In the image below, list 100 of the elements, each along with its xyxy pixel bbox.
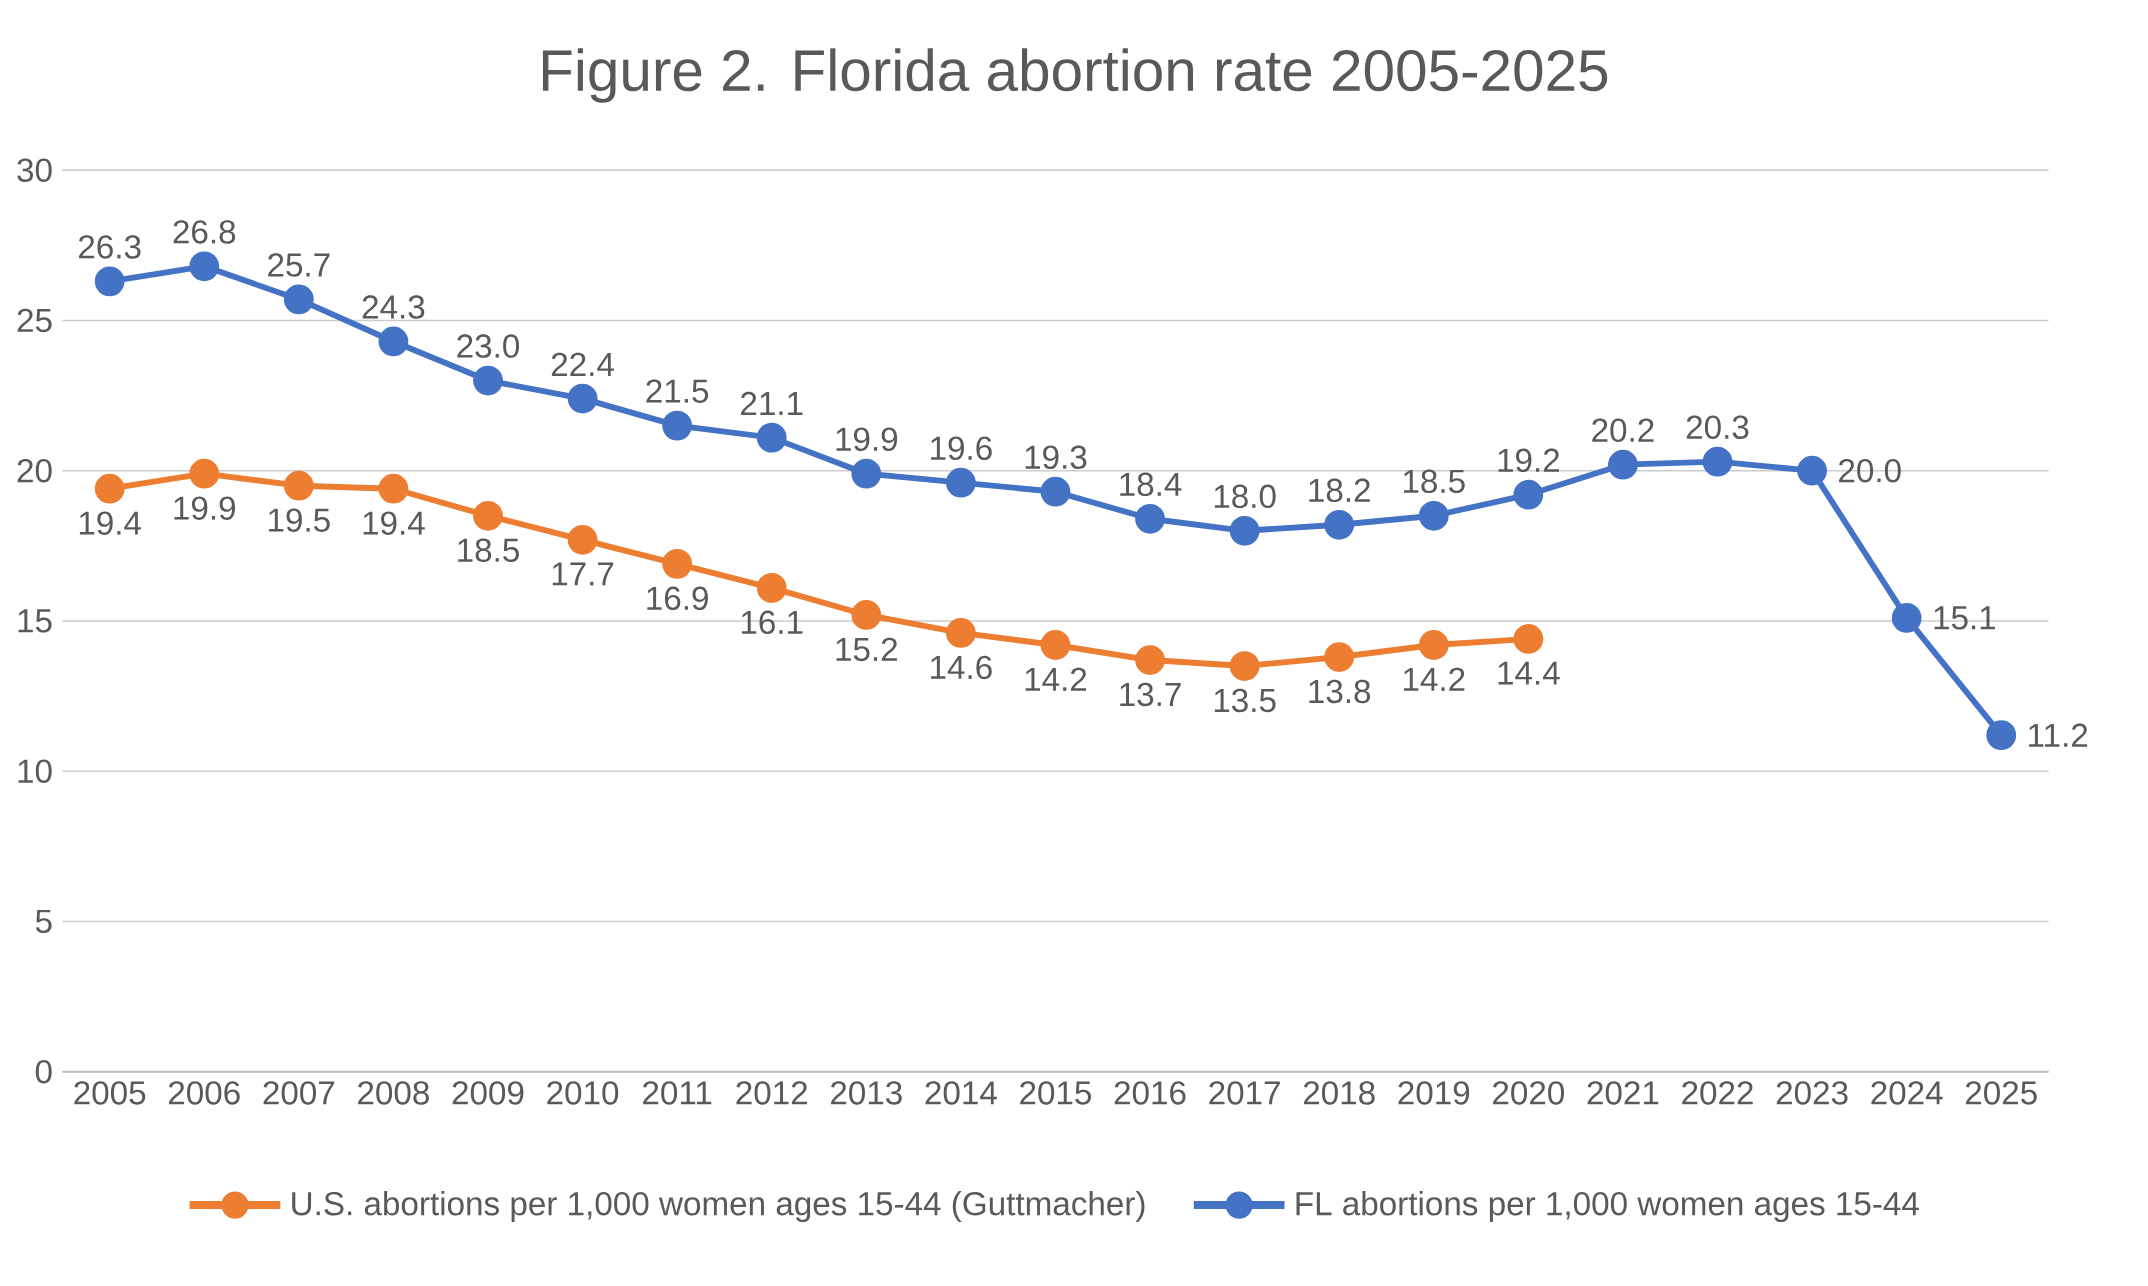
point <box>1324 510 1355 540</box>
data-label: 19.9 <box>174 496 236 521</box>
point <box>283 470 314 501</box>
data-label: 19.2 <box>1498 448 1559 473</box>
point <box>851 458 882 489</box>
point <box>945 618 976 648</box>
data-label: 19.5 <box>269 508 330 533</box>
y-tick-label: 10 <box>18 759 52 784</box>
data-label: 14.2 <box>1025 667 1087 691</box>
data-label: 11.2 <box>2029 723 2088 747</box>
x-tick-label: 2009 <box>452 1081 524 1105</box>
point <box>94 266 125 297</box>
point <box>1702 446 1733 477</box>
x-tick-label: 2011 <box>643 1081 712 1105</box>
data-label: 20.3 <box>1686 415 1749 440</box>
point <box>662 410 693 441</box>
x-tick-label: 2016 <box>1114 1081 1186 1105</box>
x-tick-label: 2025 <box>1965 1081 2037 1105</box>
point <box>945 467 976 498</box>
point <box>567 525 598 555</box>
y-tick-label: 0 <box>35 1060 52 1084</box>
x-tick-label: 2024 <box>1871 1081 1943 1105</box>
legend-label: U.S. abortions per 1,000 women ages 15-44 (Guttmacher) <box>292 1191 1145 1223</box>
point <box>378 326 409 357</box>
data-label: 25.7 <box>268 253 330 277</box>
point <box>473 500 503 531</box>
data-label: 15.1 <box>1934 606 1996 630</box>
x-tick-label: 2014 <box>925 1081 997 1105</box>
data-label: 26.8 <box>173 220 236 244</box>
x-tick-label: 2023 <box>1776 1081 1848 1105</box>
point <box>189 251 220 282</box>
data-label: 20.0 <box>1839 459 1901 483</box>
point <box>1040 630 1071 660</box>
point <box>1418 630 1449 660</box>
point <box>1513 479 1544 510</box>
data-label: 18.2 <box>1309 478 1370 503</box>
x-tick-label: 2020 <box>1493 1081 1564 1105</box>
point <box>473 365 503 396</box>
point <box>567 383 598 414</box>
point <box>662 549 693 579</box>
data-label: 23.0 <box>457 334 520 358</box>
point <box>1135 645 1165 676</box>
data-label: 24.3 <box>362 295 425 319</box>
point <box>1513 624 1544 654</box>
point <box>1418 500 1449 531</box>
y-tick-label: 30 <box>17 158 52 183</box>
data-label: 14.4 <box>1498 661 1560 685</box>
point <box>1986 720 2017 751</box>
data-label: 20.2 <box>1592 418 1654 443</box>
x-tick-label: 2022 <box>1682 1081 1753 1105</box>
point <box>1891 603 1922 633</box>
data-label: 18.5 <box>1403 469 1465 494</box>
data-label: 26.3 <box>79 235 141 259</box>
point <box>1135 503 1165 534</box>
point <box>756 422 787 453</box>
data-label: 14.2 <box>1403 667 1465 691</box>
data-label: 22.4 <box>551 352 614 376</box>
x-tick-label: 2017 <box>1209 1081 1280 1105</box>
data-label: 13.7 <box>1120 682 1181 707</box>
data-label: 21.5 <box>646 379 709 404</box>
point <box>283 284 314 315</box>
y-tick-label: 20 <box>17 459 52 483</box>
data-label: 16.9 <box>647 586 708 611</box>
data-label: 19.4 <box>363 511 425 536</box>
x-tick-label: 2012 <box>736 1081 807 1105</box>
x-tick-label: 2007 <box>263 1081 335 1105</box>
point <box>189 458 220 489</box>
point <box>1229 651 1260 682</box>
data-label: 18.5 <box>458 538 519 563</box>
data-label: 21.1 <box>741 391 803 416</box>
data-label: 19.3 <box>1025 445 1087 470</box>
point <box>378 473 409 504</box>
x-tick-label: 2021 <box>1587 1081 1659 1105</box>
x-tick-label: 2019 <box>1398 1081 1470 1105</box>
data-label: 17.7 <box>552 562 614 586</box>
data-label: 19.4 <box>79 511 142 536</box>
x-tick-label: 2018 <box>1303 1081 1375 1105</box>
legend-label: FL abortions per 1,000 women ages 15-44 <box>1296 1191 1919 1223</box>
data-label: 18.0 <box>1214 484 1276 509</box>
x-tick-label: 2006 <box>168 1081 240 1105</box>
point <box>851 600 882 630</box>
data-label: 16.1 <box>741 610 803 635</box>
point <box>1324 642 1355 673</box>
x-tick-label: 2013 <box>831 1081 902 1105</box>
y-tick-label: 5 <box>35 909 52 934</box>
x-tick-label: 2010 <box>547 1081 619 1105</box>
chart-title: Figure 2. Florida abortion rate 2005-2025 <box>542 48 1608 103</box>
point <box>1040 476 1071 507</box>
point <box>1608 449 1638 480</box>
data-label: 18.4 <box>1120 472 1182 497</box>
data-label: 13.8 <box>1309 679 1371 704</box>
point <box>756 573 787 603</box>
y-tick-label: 25 <box>17 308 52 333</box>
point <box>1229 516 1260 546</box>
x-tick-label: 2015 <box>1020 1081 1092 1105</box>
data-label: 13.5 <box>1214 688 1276 713</box>
y-tick-label: 15 <box>18 609 52 633</box>
point <box>1797 455 1827 486</box>
data-label: 19.9 <box>836 427 898 452</box>
x-tick-label: 2008 <box>358 1081 429 1105</box>
